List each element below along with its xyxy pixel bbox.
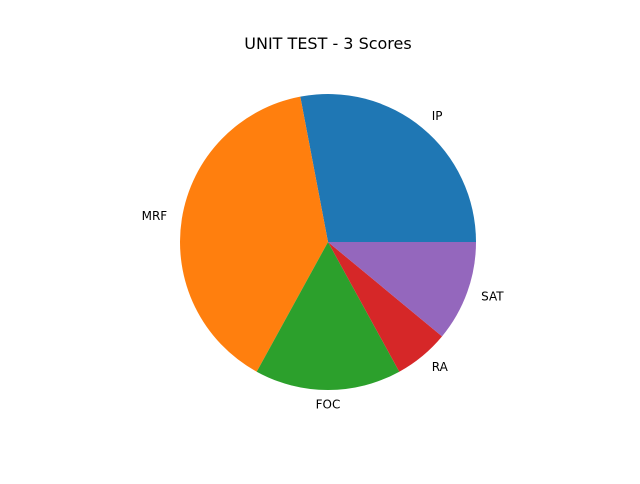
pie-slice-mrf <box>180 96 328 372</box>
pie-labels: IP MRF FOC RA SAT <box>142 109 505 411</box>
pie-slice-foc <box>256 242 400 390</box>
chart-title: UNIT TEST - 3 Scores <box>244 34 411 53</box>
pie-slice-ra <box>328 242 443 372</box>
pie-slice-sat <box>328 242 476 337</box>
pie-label-ra: RA <box>432 360 449 374</box>
pie-slice-ip <box>300 93 476 242</box>
pie-label-ip: IP <box>432 109 443 123</box>
pie-slices <box>180 93 476 390</box>
pie-label-mrf: MRF <box>142 209 168 223</box>
pie-label-foc: FOC <box>316 397 341 411</box>
pie-label-sat: SAT <box>481 290 504 304</box>
